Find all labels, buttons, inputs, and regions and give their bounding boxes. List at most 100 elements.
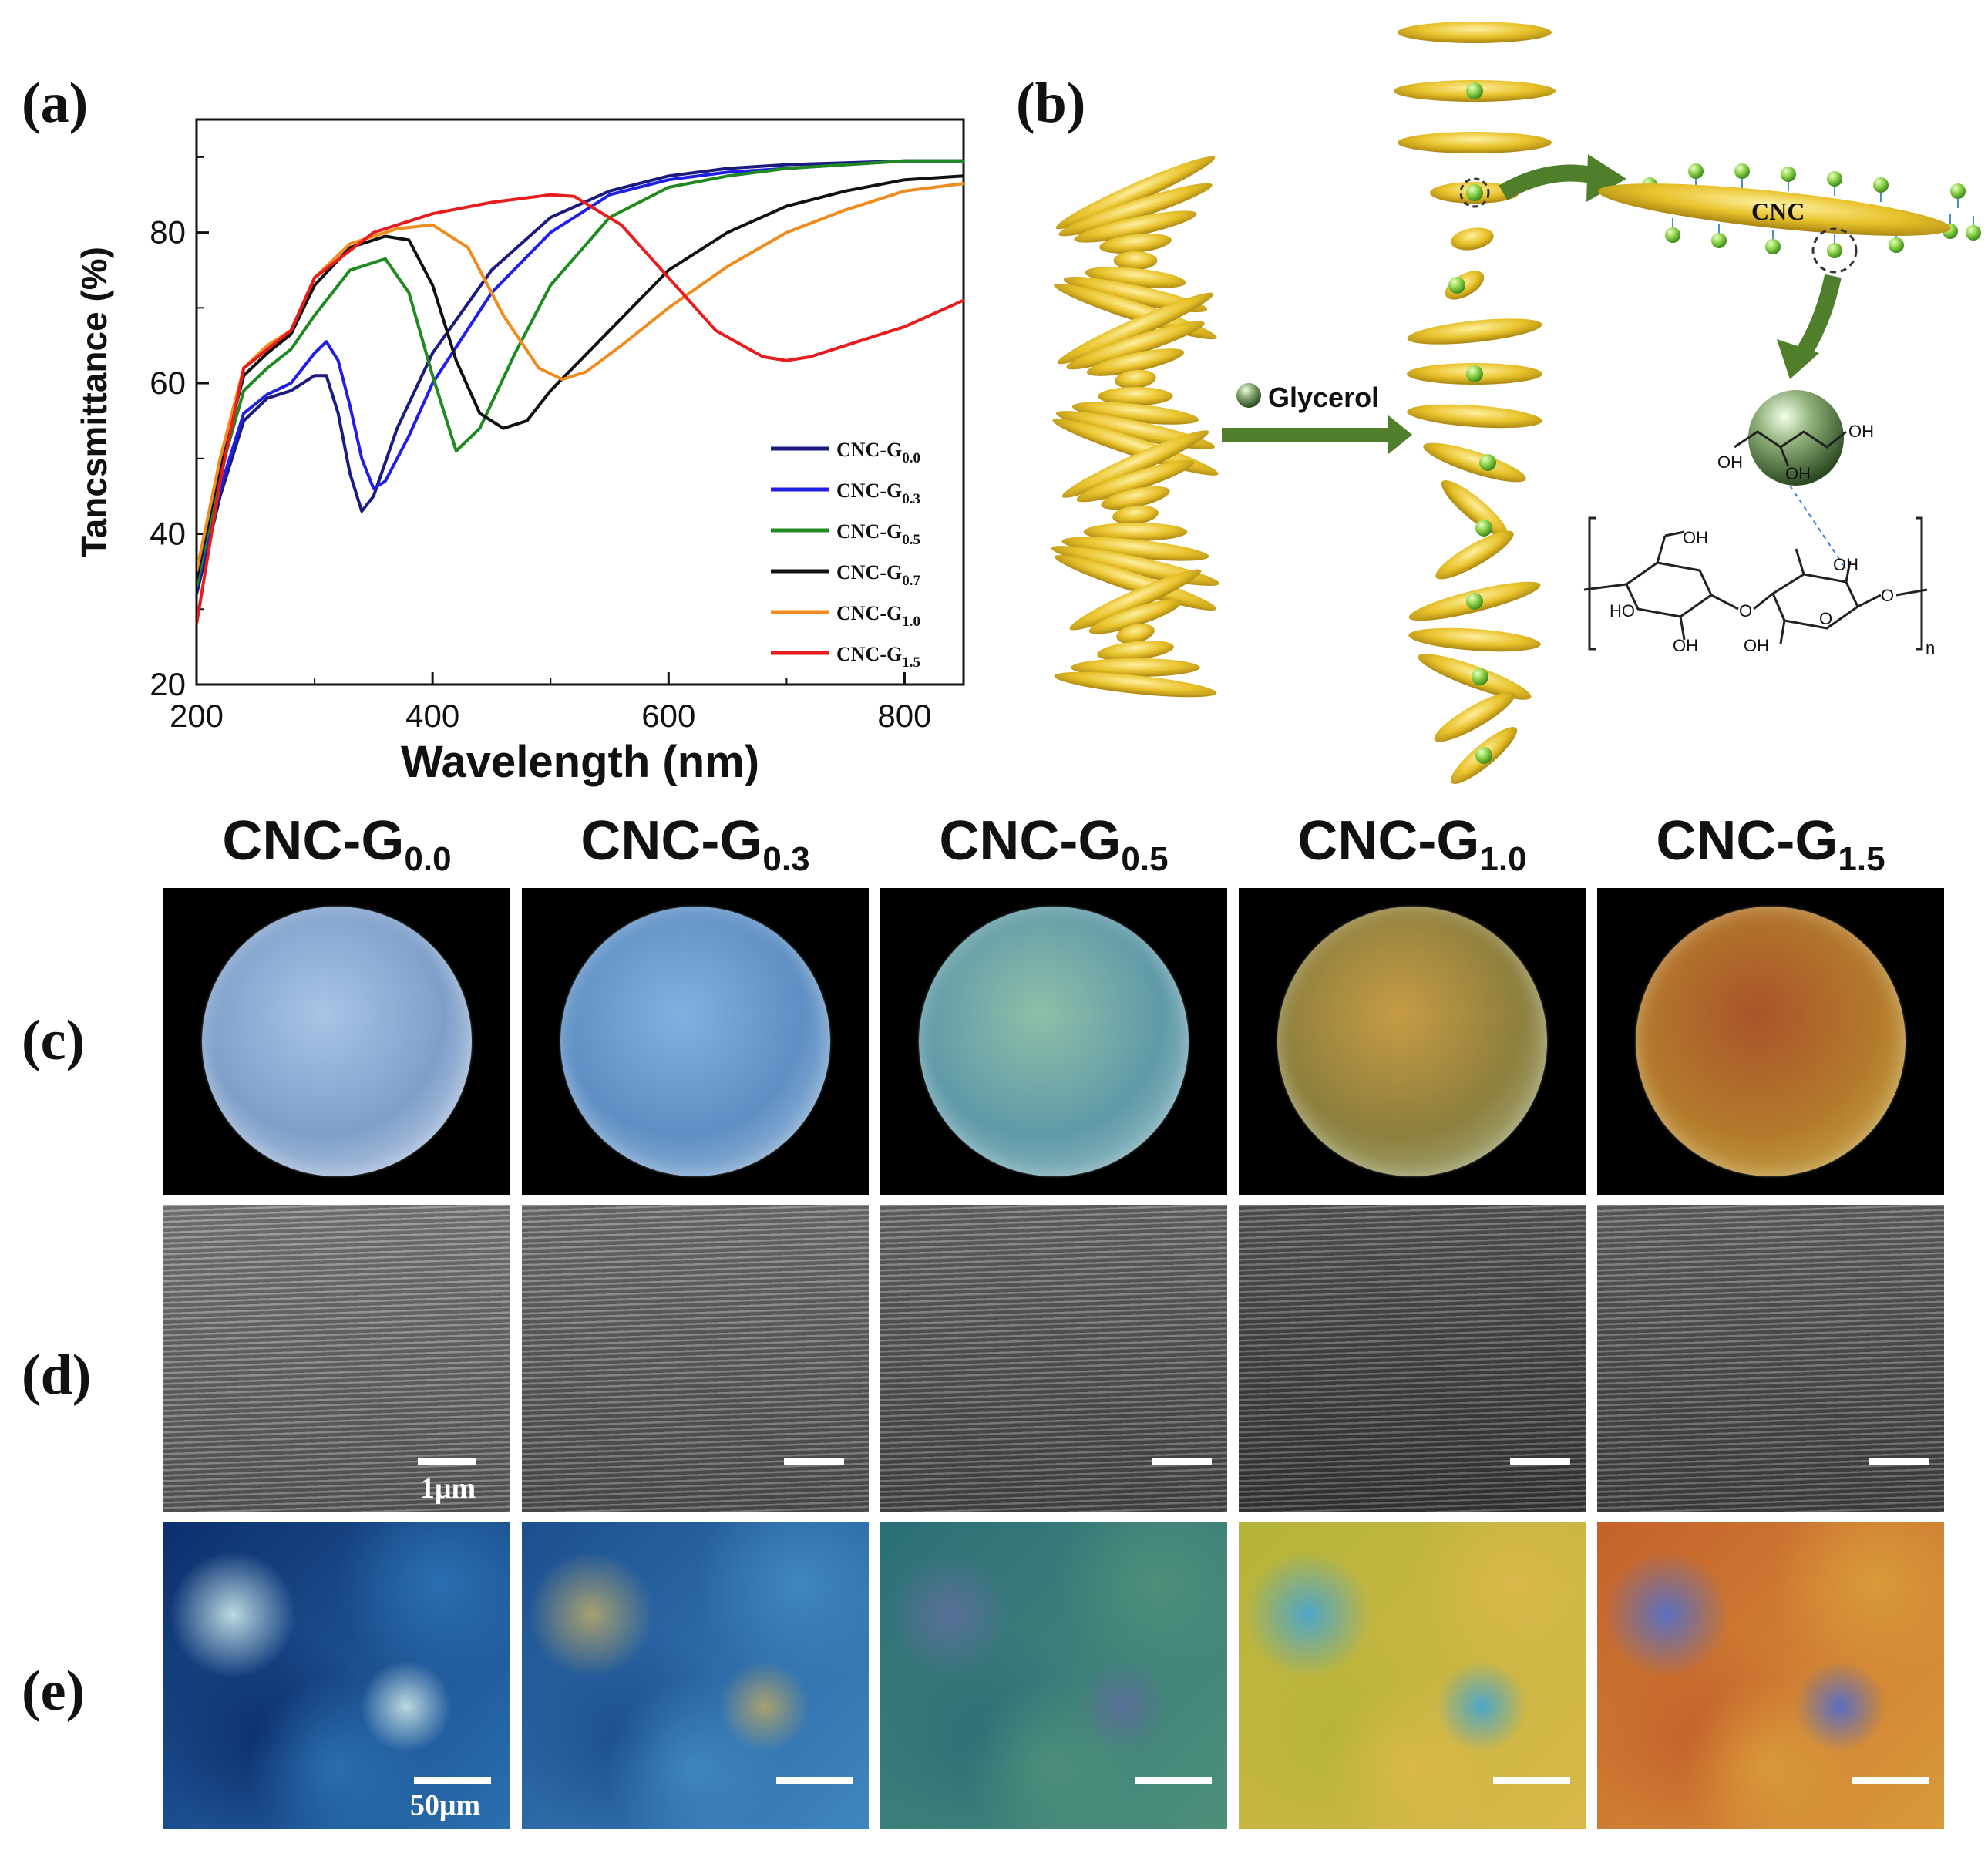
glycerol-dot: [1827, 243, 1842, 258]
cnc-rod: [1086, 348, 1185, 376]
glycerol-molecule-icon: [1236, 383, 1261, 408]
pom-image-g15: [1597, 1522, 1944, 1829]
legend-label-2: CNC-G0.5: [836, 520, 920, 548]
photo-film-g00: [163, 888, 510, 1195]
photo-film-g05: [880, 888, 1227, 1195]
pom-image-g10: [1239, 1522, 1586, 1829]
cnc-rod: [1058, 183, 1213, 237]
single-cnc-rod: CNC: [1598, 163, 1981, 258]
panel-label-d: (d): [22, 1344, 92, 1407]
film-disc: [202, 906, 472, 1176]
column-title-g10: CNC-G1.0: [1297, 810, 1527, 878]
cellulose-o-2: O: [1819, 609, 1832, 628]
zoom-target-circle: [1811, 227, 1858, 274]
glycerol-dot: [1781, 166, 1796, 182]
glycerol-dot: [1827, 171, 1842, 187]
glycerol-dot: [1466, 365, 1483, 382]
cnc-rod: [1054, 555, 1217, 610]
zoom-arrow2-head: [1777, 339, 1819, 379]
column-title-g15: CNC-G1.5: [1656, 810, 1885, 878]
legend-label-0: CNC-G0.0: [836, 439, 920, 466]
cellulose-oh-2: OH: [1673, 636, 1698, 655]
column-title-g00: CNC-G0.0: [222, 810, 452, 878]
cnc-rod: [1098, 387, 1173, 405]
glycerol-dot: [1734, 163, 1750, 179]
scale-bar: [784, 1458, 844, 1465]
photo-film-g15: [1597, 888, 1944, 1195]
cnc-rod: [1088, 599, 1182, 634]
glycerol-dot: [1466, 184, 1483, 201]
y-tick-label: 20: [150, 666, 186, 702]
zoom-arrow-head: [1586, 154, 1626, 202]
cnc-rod: [1057, 292, 1214, 365]
panel-label-a: (a): [22, 72, 89, 135]
glycerol-dot: [1479, 454, 1496, 471]
scale-bar: [1869, 1458, 1929, 1465]
cnc-helical-stack-pristine: [1051, 156, 1219, 698]
glycerol-dot: [1448, 277, 1465, 294]
scale-bar: [418, 1458, 476, 1465]
hydrogen-bond: [1789, 485, 1848, 571]
cellulose-oh-1: OH: [1683, 528, 1708, 547]
sem-image-g10: [1239, 1205, 1586, 1512]
cnc-rod: [1113, 251, 1158, 270]
glycerol-dot: [1475, 520, 1492, 536]
film-disc: [919, 906, 1189, 1176]
cnc-rod: [1116, 624, 1155, 644]
photo-film-g10: [1239, 888, 1586, 1195]
y-tick-label: 40: [150, 516, 186, 552]
cellulose-structure: [1583, 516, 1928, 651]
cnc-rod: [1071, 658, 1200, 677]
column-title-g03: CNC-G0.3: [580, 810, 810, 878]
cnc-rod: [1071, 402, 1199, 425]
cnc-rod: [1407, 404, 1542, 429]
pom-image-g03: [522, 1522, 869, 1829]
glycerol-arrow-head: [1388, 415, 1412, 455]
glycerol-dot: [1765, 239, 1781, 254]
cnc-rod: [1398, 132, 1552, 153]
zoom-arrow2-shaft: [1792, 274, 1842, 364]
cnc-rod: [1434, 691, 1515, 742]
glycerol-dot: [1711, 233, 1727, 248]
legend-label-1: CNC-G0.3: [836, 479, 920, 507]
cellulose-o-3: O: [1881, 586, 1894, 605]
film-disc: [1636, 906, 1906, 1176]
column-title-g05: CNC-G0.5: [939, 810, 1169, 878]
cnc-rod: [1074, 210, 1197, 243]
sem-image-g00: 1μm: [163, 1205, 510, 1512]
x-axis-title: Wavelength (nm): [401, 737, 759, 787]
cnc-rod: [1099, 234, 1172, 254]
glycerol-dot: [1466, 82, 1483, 99]
scale-bar: [1493, 1777, 1570, 1784]
series-line-4: [197, 182, 964, 572]
panel-label-b: (b): [1016, 72, 1086, 135]
cnc-rod: [1061, 536, 1209, 561]
cnc-rod: [1451, 227, 1494, 251]
cnc-rod: [1061, 430, 1209, 498]
glycerol-structure: [1734, 430, 1847, 467]
cnc-rod: [1112, 505, 1159, 525]
cnc-rod: [1408, 627, 1541, 652]
cnc-rod: [1435, 530, 1514, 580]
scale-bar: [776, 1777, 853, 1784]
glycerol-dot: [1889, 237, 1904, 253]
glycerol-dot: [1688, 163, 1704, 179]
panel-label-c: (c): [22, 1009, 86, 1072]
glycerol-dot: [1472, 668, 1488, 685]
glycerol-oh-1: OH: [1848, 422, 1874, 441]
glycerol-oh-3: OH: [1785, 464, 1811, 483]
glycerol-dot: [1466, 593, 1483, 610]
x-tick-label: 400: [405, 698, 459, 734]
photo-film-g03: [522, 888, 869, 1195]
sem-image-g15: [1597, 1205, 1944, 1512]
scale-bar: [1510, 1458, 1570, 1465]
cellulose-ho-1: HO: [1610, 601, 1635, 621]
sem-image-g03: [522, 1205, 869, 1512]
series-line-5: [197, 193, 964, 625]
glycerol-dot: [1966, 225, 1981, 240]
x-tick-label: 600: [641, 698, 695, 734]
glycerol-cnc-schematic: Glycerol CNC OH OH OH OH H: [1051, 22, 1981, 784]
scale-bar: [1852, 1777, 1929, 1784]
scale-bar: [414, 1777, 491, 1784]
cnc-rod: [1083, 523, 1188, 541]
